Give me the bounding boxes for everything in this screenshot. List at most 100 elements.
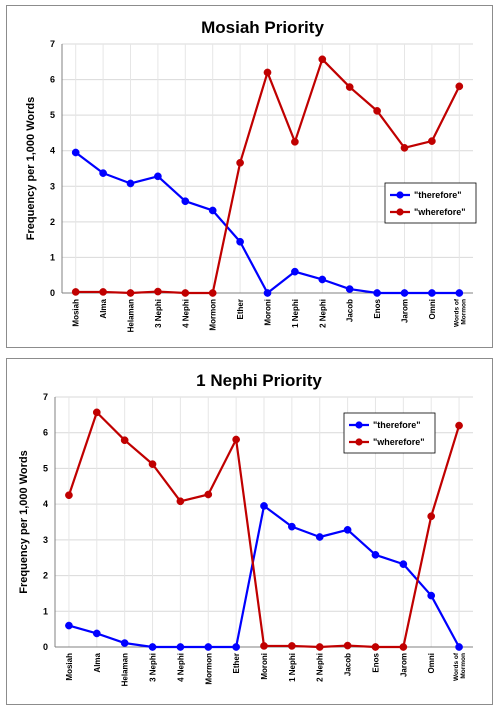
data-point-therefore [260,502,268,510]
legend-label-wherefore: "wherefore" [373,437,425,447]
y-axis-label: Frequency per 1,000 Words [25,97,37,240]
x-tick-label: 3 Nephi [149,653,158,682]
data-point-therefore [291,267,299,276]
data-point-wherefore [288,642,296,650]
data-point-therefore [99,169,107,177]
x-tick-label: 2 Nephi [316,653,325,682]
legend-label-wherefore: "wherefore" [414,207,466,217]
data-point-wherefore [455,421,463,430]
y-tick-label: 0 [43,642,48,652]
data-point-therefore [208,206,217,215]
data-point-therefore [120,639,129,647]
x-tick-label: Moroni [264,299,273,326]
data-point-therefore [427,591,436,600]
x-tick-label: Helaman [121,653,130,686]
x-tick-label: Jarom [399,653,408,677]
x-tick-label-line: Words of [453,298,460,327]
data-point-therefore [399,560,408,568]
data-point-therefore [204,643,213,651]
x-tick-label: Enos [373,298,382,318]
data-point-wherefore [65,491,73,500]
x-tick-label: 1 Nephi [291,299,300,328]
y-tick-label: 6 [43,428,48,438]
data-point-wherefore [71,288,80,296]
data-point-therefore [315,533,324,541]
data-point-therefore [455,643,463,651]
y-tick-label: 5 [50,110,55,120]
data-point-wherefore [154,287,162,296]
data-point-therefore [65,621,73,630]
y-tick-label: 2 [50,217,55,227]
x-tick-label: Alma [93,652,102,672]
data-point-therefore [71,148,80,157]
data-point-therefore [176,643,185,651]
data-point-therefore [455,289,464,297]
data-point-therefore [232,643,240,651]
data-point-therefore [263,289,272,297]
legend-marker-wherefore [355,438,363,446]
data-point-therefore [373,289,381,297]
chart-svg-1-nephi-priority: 1 Nephi Priority Frequency per 1,000 Word… [18,371,473,686]
y-tick-label: 6 [50,75,55,85]
data-point-therefore [428,289,436,297]
data-point-wherefore [92,408,101,417]
data-point-therefore [343,526,352,534]
data-point-wherefore [148,460,157,468]
x-tick-label-line: Mormon [460,299,467,325]
data-point-wherefore [373,107,381,115]
x-tick-label: Omni [427,653,436,673]
x-tick-label: Enos [371,652,380,672]
x-tick-label-line: Mormon [460,653,467,679]
data-point-therefore [181,197,190,206]
chart-panel-1-nephi-priority: 1 Nephi Priority Frequency per 1,000 Word… [6,358,493,705]
data-point-therefore [371,551,380,559]
y-tick-label: 4 [43,499,48,509]
chart-title: Mosiah Priority [201,18,324,37]
x-tick-label: Jacob [346,299,355,322]
data-point-wherefore [263,68,272,77]
data-point-therefore [92,629,101,638]
x-tick-label: 1 Nephi [288,653,297,682]
x-tick-label: 4 Nephi [181,299,190,328]
data-point-wherefore [208,289,217,297]
data-point-wherefore [455,82,464,91]
data-point-therefore [148,643,157,651]
x-tick-label: Helaman [127,299,136,332]
data-point-wherefore [232,435,240,444]
data-point-wherefore [343,641,352,650]
data-point-wherefore [427,512,436,521]
y-tick-label: 0 [50,288,55,298]
x-tick-label: Mosiah [72,299,81,327]
data-point-therefore [288,522,296,531]
data-point-wherefore [236,158,244,167]
data-point-wherefore [120,436,129,445]
data-point-wherefore [399,643,408,651]
x-tick-label: Ether [236,299,245,319]
data-point-therefore [154,172,162,181]
x-tick-label: Jacob [344,653,353,676]
data-point-therefore [318,275,327,284]
x-tick-label: Words ofMormon [453,652,467,681]
data-point-therefore [236,237,244,246]
y-tick-label: 5 [43,463,48,473]
chart-title: 1 Nephi Priority [196,371,322,390]
y-tick-label: 1 [50,252,55,262]
data-point-wherefore [181,289,190,297]
x-tick-label: Mormon [209,299,218,331]
x-tick-label-line: Words of [453,652,460,681]
data-point-wherefore [428,137,436,145]
x-tick-label: Mormon [204,653,213,685]
data-point-wherefore [371,643,380,651]
data-point-wherefore [400,144,409,152]
data-point-therefore [400,289,409,297]
data-point-therefore [345,285,354,293]
legend-marker-therefore [355,421,363,429]
data-point-wherefore [126,289,135,297]
x-tick-label: Ether [232,653,241,673]
chart-panel-mosiah-priority: Mosiah Priority Frequency per 1,000 Words… [6,5,493,348]
x-tick-label: 3 Nephi [154,299,163,328]
legend-label-therefore: "therefore" [373,420,421,430]
x-tick-label: 4 Nephi [176,653,185,682]
legend-label-therefore: "therefore" [414,190,462,200]
x-tick-label: Omni [428,299,437,319]
